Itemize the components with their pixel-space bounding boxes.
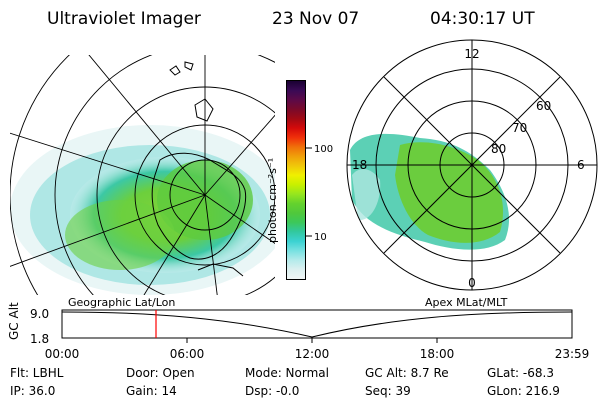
alt-xtick-4: 23:59 xyxy=(555,347,590,361)
alt-xtick-2: 12:00 xyxy=(295,347,330,361)
filter-label: Flt: LBHL xyxy=(10,366,64,380)
mlat-70-label: 70 xyxy=(512,121,527,135)
gc-alt-label: GC Alt: 8.7 Re xyxy=(365,366,449,380)
mode-label: Mode: Normal xyxy=(245,366,329,380)
colorbar-unit-label: photon cm⁻²s⁻¹ xyxy=(266,158,279,243)
time-label: 04:30:17 UT xyxy=(430,9,535,29)
mlat-60-label: 60 xyxy=(536,99,551,113)
alt-ytick-bottom: 1.8 xyxy=(30,332,49,346)
mlt-18-label: 18 xyxy=(352,158,367,172)
date-label: 23 Nov 07 xyxy=(272,9,360,29)
alt-xtick-0: 00:00 xyxy=(45,347,80,361)
colorbar xyxy=(286,80,306,280)
glat-label: GLat: -68.3 xyxy=(487,366,554,380)
mlt-12-label: 12 xyxy=(464,47,479,61)
dsp-label: Dsp: -0.0 xyxy=(245,384,300,398)
alt-ytick-top: 9.0 xyxy=(30,307,49,321)
alt-xtick-3: 18:00 xyxy=(420,347,455,361)
colorbar-axis: 100 10 photon cm⁻²s⁻¹ xyxy=(266,144,333,243)
mlt-6-label: 6 xyxy=(577,158,585,172)
colorbar-tick-100: 100 xyxy=(314,144,333,155)
ip-label: IP: 36.0 xyxy=(10,384,56,398)
colorbar-tick-10: 10 xyxy=(314,232,327,243)
polar-caption: Apex MLat/MLT xyxy=(425,296,508,309)
gain-label: Gain: 14 xyxy=(126,384,177,398)
alt-xtick-1: 06:00 xyxy=(170,347,205,361)
alt-ylabel: GC Alt xyxy=(7,302,21,340)
mlat-80-label: 80 xyxy=(491,142,506,156)
geo-caption: Geographic Lat/Lon xyxy=(68,296,175,309)
app-title: Ultraviolet Imager xyxy=(47,9,201,29)
mlt-0-label: 0 xyxy=(468,276,476,290)
seq-label: Seq: 39 xyxy=(365,384,411,398)
door-label: Door: Open xyxy=(126,366,195,380)
glon-label: GLon: 216.9 xyxy=(487,384,560,398)
